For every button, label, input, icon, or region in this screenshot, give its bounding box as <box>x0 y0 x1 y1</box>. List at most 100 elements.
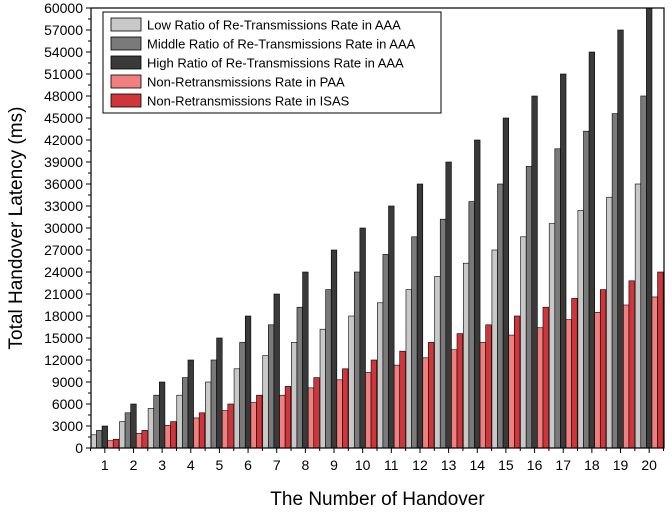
x-tick-label: 2 <box>130 457 138 473</box>
x-tick-label: 12 <box>412 457 428 473</box>
y-tick-label: 12000 <box>44 352 83 368</box>
bar-4-8 <box>307 387 315 449</box>
bar-2-6 <box>239 342 246 449</box>
x-tick-label: 6 <box>244 457 252 473</box>
y-tick-label: 57000 <box>44 22 83 38</box>
bar-1-9 <box>319 328 326 449</box>
bar-5-18 <box>599 289 607 449</box>
bar-4-6 <box>250 402 257 449</box>
bar-3-16 <box>531 95 538 449</box>
bar-5-16 <box>542 306 549 449</box>
legend-label-5: Non-Retransmissions Rate in ISAS <box>147 94 350 109</box>
bar-4-4 <box>193 417 200 449</box>
bar-2-9 <box>325 289 332 449</box>
bar-5-11 <box>399 350 406 449</box>
bar-5-8 <box>313 377 320 449</box>
bar-1-4 <box>176 394 183 449</box>
bar-5-17 <box>571 298 578 449</box>
bar-3-20 <box>646 7 653 449</box>
y-tick-label: 36000 <box>44 176 83 192</box>
bar-1-11 <box>377 302 384 449</box>
bar-4-12 <box>422 357 429 449</box>
bar-4-9 <box>336 379 343 449</box>
x-tick-label: 11 <box>384 457 399 473</box>
bar-2-13 <box>439 218 447 449</box>
bar-5-5 <box>227 403 234 449</box>
x-tick-label: 3 <box>158 457 166 473</box>
y-tick-label: 9000 <box>52 374 83 390</box>
bar-3-2 <box>130 403 137 449</box>
legend-swatch-5 <box>110 93 142 108</box>
legend-swatch-2 <box>110 36 142 51</box>
bar-3-13 <box>445 161 452 449</box>
bar-4-1 <box>107 440 114 449</box>
bar-1-10 <box>348 315 355 449</box>
bar-3-12 <box>416 183 424 449</box>
bar-3-18 <box>588 51 595 449</box>
x-axis-title: The Number of Handover <box>270 489 485 510</box>
bar-2-2 <box>124 412 131 449</box>
legend-swatch-3 <box>110 55 142 70</box>
legend: Low Ratio of Re-Transmissions Rate in AA… <box>102 11 442 114</box>
y-axis-title: Total Handover Latency (ms) <box>6 107 27 350</box>
x-tick-label: 18 <box>584 457 600 473</box>
bar-4-2 <box>135 433 143 449</box>
bar-2-11 <box>382 254 389 449</box>
legend-label-4: Non-Retransmissions Rate in PAA <box>147 75 345 90</box>
y-tick-label: 21000 <box>44 286 83 302</box>
bar-4-5 <box>221 410 229 449</box>
x-tick-label: 15 <box>498 457 514 473</box>
bar-5-12 <box>428 342 435 449</box>
bar-4-16 <box>537 327 544 449</box>
y-tick-label: 30000 <box>44 220 83 236</box>
bar-5-7 <box>284 386 292 449</box>
bar-2-8 <box>296 306 303 449</box>
bar-5-1 <box>112 438 120 449</box>
y-tick-label: 51000 <box>44 66 83 82</box>
y-tick-label: 54000 <box>44 44 83 60</box>
bar-4-7 <box>279 394 286 449</box>
bar-1-19 <box>606 196 613 449</box>
bar-2-5 <box>210 359 217 449</box>
y-tick-label: 27000 <box>44 242 83 258</box>
bar-1-13 <box>434 276 441 449</box>
legend-swatch-4 <box>110 74 142 89</box>
bar-3-10 <box>359 227 366 449</box>
bar-1-6 <box>233 368 240 449</box>
bar-3-14 <box>474 139 481 449</box>
bar-1-15 <box>491 249 498 449</box>
bar-1-5 <box>205 381 212 449</box>
bar-5-19 <box>628 280 635 449</box>
bar-4-11 <box>393 364 401 449</box>
x-tick-label: 19 <box>613 457 629 473</box>
bar-1-12 <box>405 289 412 449</box>
bar-3-5 <box>216 337 223 449</box>
bar-1-2 <box>119 421 126 449</box>
bar-1-14 <box>462 262 470 449</box>
y-tick-label: 42000 <box>44 132 83 148</box>
bar-1-18 <box>577 210 584 449</box>
y-tick-label: 3000 <box>52 418 83 434</box>
y-axis: 0 3000 6000 9000 12000 15000 18000 21000 24000 27… <box>44 0 91 456</box>
bar-2-12 <box>411 236 418 449</box>
bar-2-14 <box>468 201 475 449</box>
bar-3-15 <box>502 117 510 449</box>
x-tick-label: 1 <box>101 457 109 473</box>
bar-4-15 <box>508 334 515 449</box>
x-tick-label: 14 <box>469 457 485 473</box>
bar-3-7 <box>273 293 280 449</box>
bar-5-3 <box>170 421 177 449</box>
y-tick-label: 48000 <box>44 88 83 104</box>
bar-3-4 <box>187 359 194 449</box>
bar-5-15 <box>514 315 521 449</box>
x-tick-label: 20 <box>641 457 657 473</box>
bar-4-3 <box>164 424 171 449</box>
y-tick-label: 0 <box>75 440 83 456</box>
bar-3-9 <box>330 249 338 449</box>
bar-4-19 <box>623 304 630 449</box>
bar-4-10 <box>365 372 372 449</box>
bar-2-1 <box>96 430 103 449</box>
bar-3-6 <box>244 315 252 449</box>
bar-2-20 <box>640 95 647 449</box>
